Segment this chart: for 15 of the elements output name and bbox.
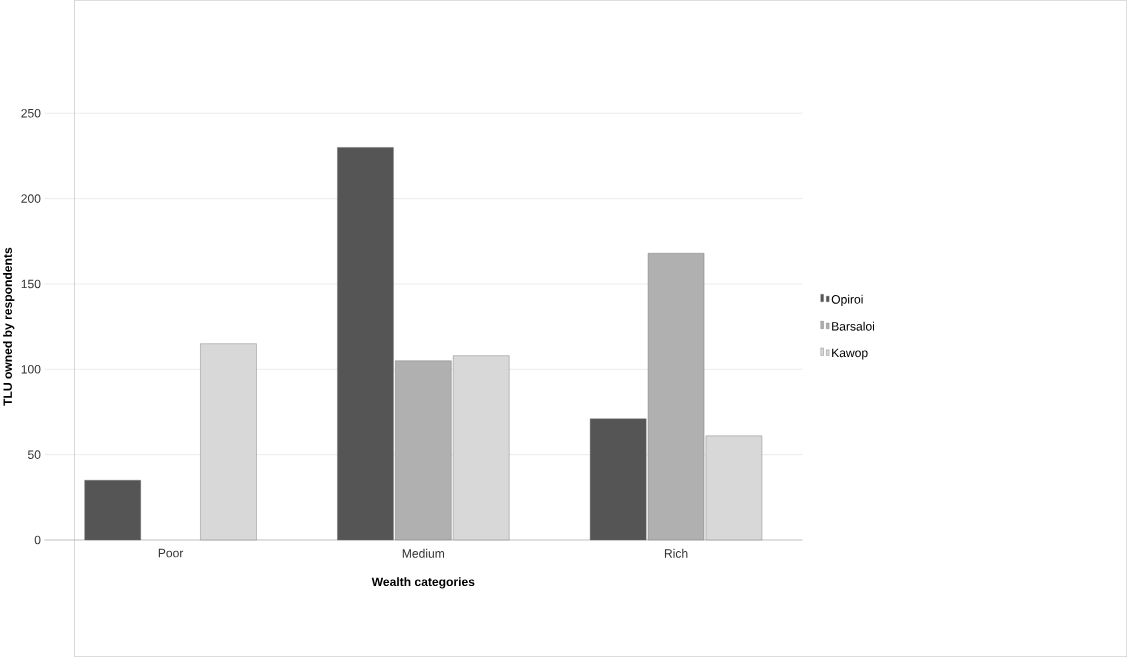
y-tick-label: 50 xyxy=(27,450,41,459)
x-tick-label: Medium xyxy=(402,548,445,558)
legend-label: Kawop xyxy=(832,348,868,360)
y-tick-label: 200 xyxy=(21,194,41,203)
x-axis-title: Wealth categories xyxy=(371,577,475,589)
y-axis-title: TLU owned by respondents xyxy=(3,247,15,406)
legend-label: Barsaloi xyxy=(832,321,875,331)
legend-label: Opiroi xyxy=(831,294,863,307)
y-tick-label: 0 xyxy=(34,535,41,545)
x-tick-label: Poor xyxy=(158,548,184,558)
x-tick-label: Rich xyxy=(664,548,688,558)
y-tick-label: 150 xyxy=(21,279,41,289)
bar xyxy=(84,480,141,541)
y-tick-label: 250 xyxy=(21,108,41,118)
y-tick-label: 100 xyxy=(21,365,41,374)
